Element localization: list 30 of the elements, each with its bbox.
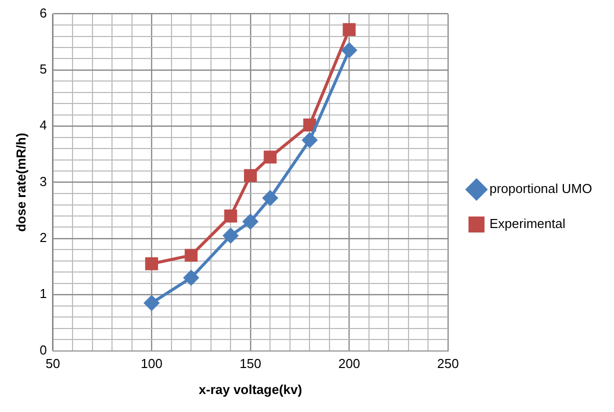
y-tick-label: 5: [40, 62, 47, 77]
x-tick-label: 200: [338, 356, 360, 372]
y-tick-label: 6: [40, 5, 47, 20]
point: [264, 150, 277, 164]
point: [342, 42, 357, 58]
point: [262, 190, 278, 206]
point: [342, 23, 356, 36]
point: [223, 228, 238, 244]
point: [184, 248, 198, 262]
point: [224, 210, 238, 222]
y-tick-label: 3: [40, 174, 47, 189]
x-tick-label: 250: [437, 356, 459, 372]
point: [244, 169, 257, 182]
y-tick-label: 2: [40, 230, 47, 246]
point: [145, 257, 158, 270]
x-axis-title: x-ray voltage(kv): [198, 382, 302, 397]
point: [144, 296, 160, 311]
y-tick-label: 0: [40, 342, 47, 358]
legend-label: proportional UMO: [490, 181, 592, 196]
point: [303, 118, 316, 132]
y-axis-title: dose rate(mR/h): [13, 132, 28, 232]
x-tick-label: 150: [240, 356, 262, 372]
x-tick-label: 50: [46, 356, 60, 372]
x-tick-label: 100: [140, 356, 162, 372]
point: [242, 214, 258, 230]
point: [184, 270, 199, 286]
legend-label: Experimental: [490, 216, 566, 232]
point: [302, 132, 318, 148]
y-tick-label: 4: [40, 118, 47, 133]
y-tick-label: 1: [40, 286, 47, 302]
